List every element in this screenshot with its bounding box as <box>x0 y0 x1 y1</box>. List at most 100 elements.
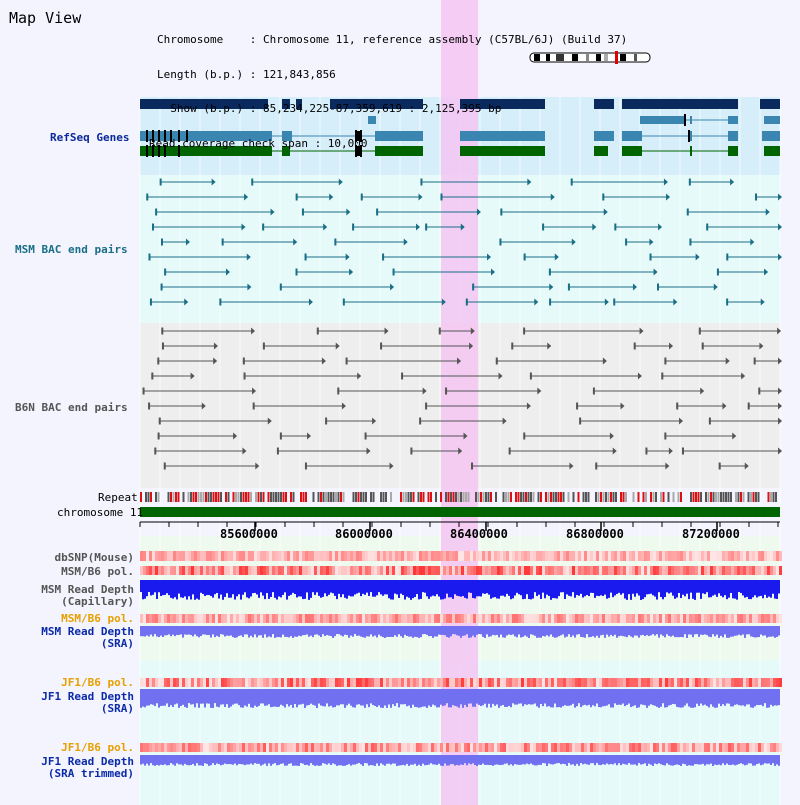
heat-cell <box>398 678 401 687</box>
repeat-mark <box>217 492 220 502</box>
repeat-mark <box>532 492 535 502</box>
jf1-read-depth-trimmed-label[interactable]: JF1 Read Depth (SRA trimmed) <box>41 756 134 780</box>
depth-bar <box>590 755 592 764</box>
chromosome-bar <box>140 507 780 517</box>
heat-cell <box>257 743 260 752</box>
heat-cell <box>206 743 209 752</box>
heat-cell <box>611 678 614 687</box>
heat-cell <box>230 566 233 575</box>
depth-bar <box>772 755 774 764</box>
heat-cell <box>359 614 362 623</box>
heat-cell <box>383 614 386 623</box>
jf1-b6-pol-label[interactable]: JF1/B6 pol. <box>61 676 134 689</box>
depth-bar <box>258 580 260 598</box>
heat-cell <box>638 566 641 575</box>
depth-bar <box>338 626 340 635</box>
heat-cell <box>665 551 668 561</box>
depth-bar <box>766 689 768 708</box>
msm-bac-pair-end <box>465 298 468 306</box>
dbsnp-label[interactable]: dbSNP(Mouse) <box>54 551 134 564</box>
heat-cell <box>770 743 773 752</box>
repeat-mark <box>175 492 177 502</box>
heat-cell <box>506 743 509 752</box>
b6n-bac-pair-end <box>645 447 648 455</box>
depth-bar <box>162 755 164 766</box>
depth-bar <box>720 626 722 636</box>
depth-bar <box>152 755 154 766</box>
heat-cell <box>449 566 452 575</box>
depth-bar <box>518 689 520 704</box>
heat-cell <box>497 551 500 561</box>
depth-bar <box>634 689 636 706</box>
heat-cell <box>143 551 146 561</box>
depth-bar <box>542 755 544 764</box>
heat-cell <box>314 678 317 687</box>
depth-bar <box>604 580 606 595</box>
depth-bar <box>152 689 154 705</box>
heat-cell <box>323 614 326 623</box>
repeat-mark <box>147 492 150 502</box>
msm-bac-pair-end <box>632 283 637 291</box>
depth-bar <box>338 689 340 706</box>
heat-cell <box>635 551 638 561</box>
jf1-b6-pol-trimmed-label[interactable]: JF1/B6 pol. <box>61 741 134 754</box>
msm-read-depth-capillary-label[interactable]: MSM Read Depth (Capillary) <box>41 584 134 608</box>
heat-cell <box>599 551 602 561</box>
depth-bar <box>592 580 594 593</box>
depth-bar <box>624 755 626 765</box>
depth-bar <box>732 689 734 707</box>
depth-bar <box>682 580 684 595</box>
heat-cell <box>287 551 290 561</box>
heat-cell <box>362 678 365 687</box>
depth-bar <box>510 626 512 635</box>
depth-bar <box>736 626 738 636</box>
heat-cell <box>734 743 737 752</box>
depth-bar <box>564 689 566 706</box>
depth-bar <box>260 626 262 636</box>
depth-bar <box>272 580 274 593</box>
depth-bar <box>276 689 278 707</box>
depth-bar <box>280 626 282 638</box>
repeat-mark <box>562 492 565 502</box>
repeat-mark <box>440 492 442 502</box>
refseq-genes-label[interactable]: RefSeq Genes <box>50 131 130 144</box>
heat-cell <box>746 551 749 561</box>
heat-cell <box>227 743 230 752</box>
depth-bar <box>258 755 260 764</box>
depth-bar <box>762 689 764 707</box>
depth-bar <box>570 689 572 706</box>
heat-cell <box>713 678 716 687</box>
depth-bar <box>246 626 248 635</box>
heat-cell <box>710 551 713 561</box>
heat-cell <box>614 551 617 561</box>
heat-cell <box>209 566 212 575</box>
depth-bar <box>550 626 552 635</box>
depth-bar <box>722 755 724 764</box>
msm-b6-pol-label[interactable]: MSM/B6 pol. <box>61 565 134 578</box>
depth-bar <box>492 755 494 766</box>
depth-bar <box>144 755 146 766</box>
depth-bar <box>148 626 150 637</box>
heat-cell <box>356 551 359 561</box>
msm-bac-end-pairs-label[interactable]: MSM BAC end pairs <box>15 243 128 256</box>
depth-bar <box>222 755 224 765</box>
repeat-mark <box>305 492 307 502</box>
heat-cell <box>746 614 749 623</box>
heat-cell <box>779 551 782 561</box>
depth-bar <box>576 689 578 707</box>
heat-cell <box>704 566 707 575</box>
depth-bar <box>532 580 534 599</box>
depth-bar <box>298 580 300 597</box>
b6n-bac-end-pairs-label[interactable]: B6N BAC end pairs <box>15 401 128 414</box>
jf1-read-depth-sra-label[interactable]: JF1 Read Depth (SRA) <box>41 691 134 715</box>
msm-b6-pol-sra-label[interactable]: MSM/B6 pol. <box>61 612 134 625</box>
heat-cell <box>227 614 230 623</box>
heat-cell <box>329 614 332 623</box>
depth-bar <box>746 755 748 765</box>
depth-bar <box>172 689 174 707</box>
msm-read-depth-sra-label[interactable]: MSM Read Depth (SRA) <box>41 626 134 650</box>
refseq-gene <box>764 116 780 124</box>
heat-cell <box>746 678 749 687</box>
heat-cell <box>272 743 275 752</box>
